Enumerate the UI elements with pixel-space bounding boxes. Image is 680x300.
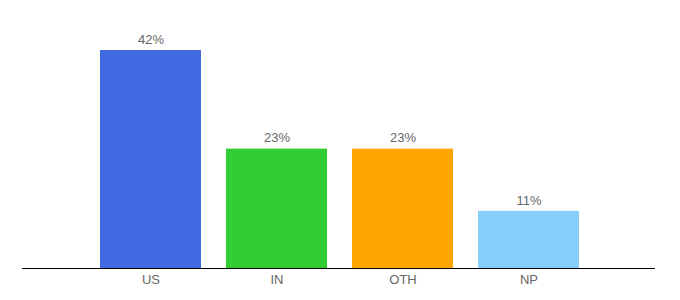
svg-text:23%: 23% <box>390 130 416 145</box>
svg-text:US: US <box>142 272 160 287</box>
svg-text:23%: 23% <box>264 130 290 145</box>
svg-text:IN: IN <box>271 272 284 287</box>
svg-text:NP: NP <box>520 272 538 287</box>
svg-text:42%: 42% <box>138 32 164 47</box>
svg-text:OTH: OTH <box>389 272 416 287</box>
svg-text:11%: 11% <box>516 193 541 208</box>
